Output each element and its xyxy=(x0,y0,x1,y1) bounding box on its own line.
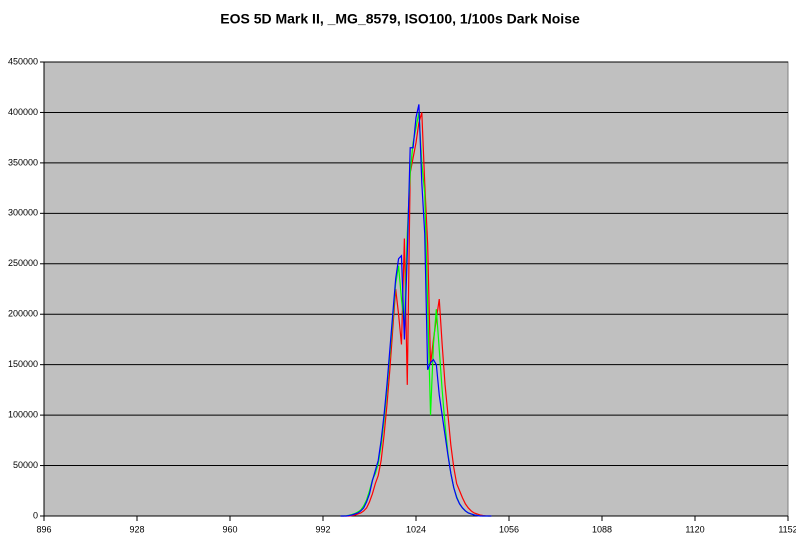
y-tick-label: 300000 xyxy=(8,208,38,218)
y-tick-label: 100000 xyxy=(8,409,38,419)
x-tick-label: 896 xyxy=(36,524,51,534)
x-tick-label: 1088 xyxy=(592,524,612,534)
y-tick-label: 450000 xyxy=(8,56,38,66)
plot-area xyxy=(43,61,789,517)
y-tick-label: 150000 xyxy=(8,359,38,369)
y-tick-label: 250000 xyxy=(8,258,38,268)
x-tick-label: 1024 xyxy=(406,524,426,534)
y-tick-label: 50000 xyxy=(13,460,38,470)
series-line xyxy=(340,104,492,517)
x-tick-label: 1120 xyxy=(685,524,704,534)
y-tick-label: 350000 xyxy=(8,157,38,167)
x-tick-label: 928 xyxy=(129,524,144,534)
y-tick-label: 0 xyxy=(33,510,38,520)
y-tick-label: 400000 xyxy=(8,107,38,117)
x-tick-label: 960 xyxy=(222,524,237,534)
x-tick-label: 1056 xyxy=(499,524,519,534)
y-tick-label: 200000 xyxy=(8,309,38,319)
chart-title: EOS 5D Mark II, _MG_8579, ISO100, 1/100s… xyxy=(220,11,580,27)
series-line xyxy=(340,112,492,517)
x-tick-label: 992 xyxy=(315,524,330,534)
x-tick-label: 1152 xyxy=(778,524,796,534)
